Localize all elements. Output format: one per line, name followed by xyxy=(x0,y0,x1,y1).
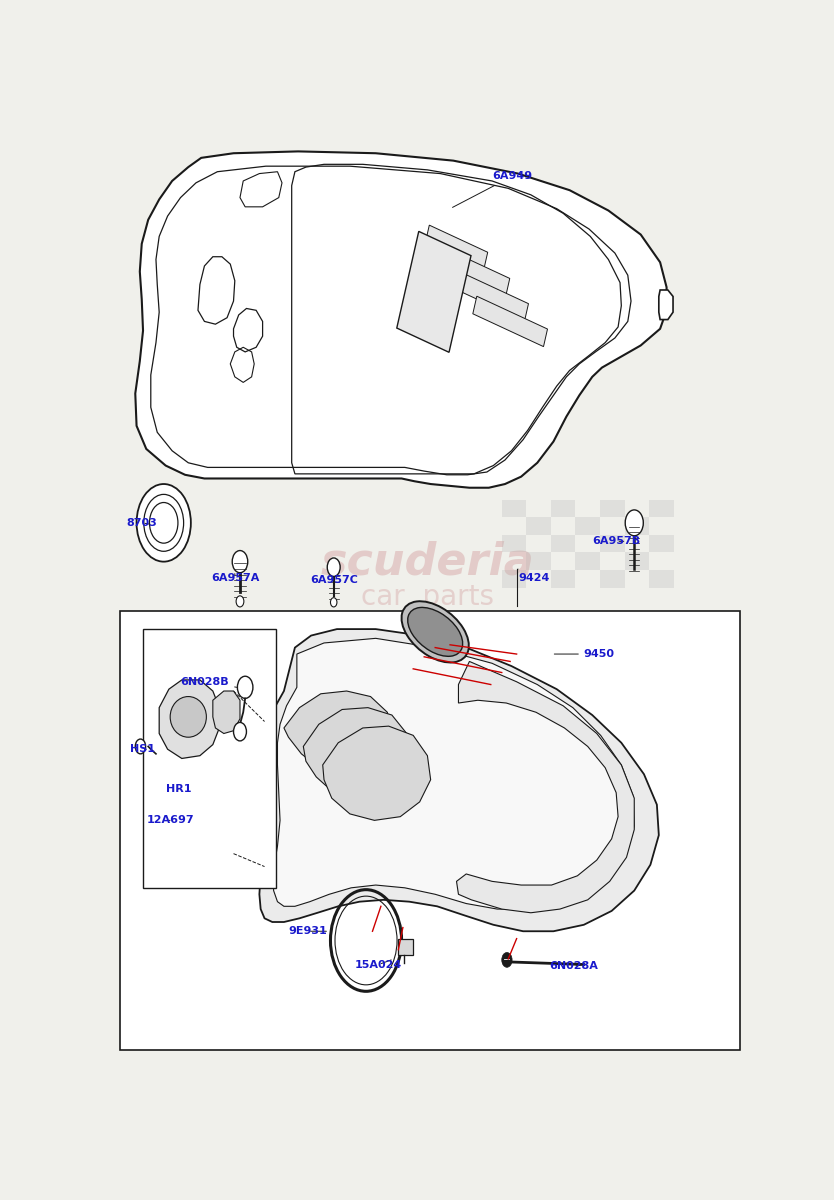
Polygon shape xyxy=(397,232,471,353)
Bar xyxy=(607,1008,633,1045)
Ellipse shape xyxy=(170,696,206,737)
Bar xyxy=(649,499,674,517)
Text: 15A024: 15A024 xyxy=(355,960,402,970)
Bar xyxy=(625,517,649,535)
Text: 6N028A: 6N028A xyxy=(549,961,598,971)
Bar xyxy=(530,971,555,1008)
Bar xyxy=(581,971,607,1008)
Ellipse shape xyxy=(401,601,469,662)
Polygon shape xyxy=(159,680,219,758)
Circle shape xyxy=(330,598,337,607)
Bar xyxy=(143,629,275,888)
Polygon shape xyxy=(304,708,411,798)
Circle shape xyxy=(327,558,340,576)
Circle shape xyxy=(143,494,183,551)
Polygon shape xyxy=(438,247,510,296)
Bar xyxy=(575,552,600,570)
Bar xyxy=(504,934,530,971)
Bar xyxy=(502,570,526,588)
Text: HS1: HS1 xyxy=(130,744,155,755)
Bar xyxy=(649,535,674,552)
Circle shape xyxy=(238,677,253,698)
Bar xyxy=(504,860,530,898)
Bar xyxy=(607,934,633,971)
Bar xyxy=(600,570,625,588)
Polygon shape xyxy=(456,661,634,913)
Bar xyxy=(555,860,581,898)
Bar xyxy=(551,499,575,517)
Bar xyxy=(555,1008,581,1045)
Bar xyxy=(526,552,551,570)
Polygon shape xyxy=(659,290,673,319)
Bar xyxy=(555,934,581,971)
Polygon shape xyxy=(259,629,659,931)
Text: 6A957C: 6A957C xyxy=(309,575,358,586)
Polygon shape xyxy=(213,691,240,733)
Text: 9E931: 9E931 xyxy=(289,926,327,936)
Bar xyxy=(625,552,649,570)
Bar xyxy=(502,535,526,552)
Text: 8703: 8703 xyxy=(127,518,158,528)
Text: HR1: HR1 xyxy=(166,784,191,794)
Bar xyxy=(502,499,526,517)
Text: 6N028B: 6N028B xyxy=(180,677,237,688)
Circle shape xyxy=(234,722,247,740)
Text: car  parts: car parts xyxy=(361,583,494,611)
Text: 6A957B: 6A957B xyxy=(592,536,641,546)
Text: 6A957A: 6A957A xyxy=(211,574,259,583)
Bar xyxy=(526,517,551,535)
Polygon shape xyxy=(284,691,392,773)
Text: 6A949: 6A949 xyxy=(453,172,532,208)
Circle shape xyxy=(135,739,146,754)
Circle shape xyxy=(137,484,191,562)
Bar xyxy=(120,611,740,1050)
Bar xyxy=(551,535,575,552)
Bar xyxy=(575,517,600,535)
Circle shape xyxy=(232,551,248,572)
Polygon shape xyxy=(425,226,488,270)
Text: 9424: 9424 xyxy=(518,569,550,583)
Polygon shape xyxy=(473,296,547,347)
Bar xyxy=(581,898,607,934)
Polygon shape xyxy=(399,938,413,955)
Polygon shape xyxy=(455,271,529,322)
Circle shape xyxy=(626,510,643,535)
Bar xyxy=(551,570,575,588)
Circle shape xyxy=(502,953,512,967)
Bar xyxy=(530,898,555,934)
Bar xyxy=(607,860,633,898)
Circle shape xyxy=(236,596,244,607)
Ellipse shape xyxy=(408,607,463,656)
Bar xyxy=(504,1008,530,1045)
Circle shape xyxy=(149,503,178,544)
Polygon shape xyxy=(274,638,634,910)
Text: scuderia: scuderia xyxy=(320,540,535,583)
Bar xyxy=(600,499,625,517)
Text: 12A697: 12A697 xyxy=(146,815,193,826)
Text: 9450: 9450 xyxy=(555,649,615,659)
Polygon shape xyxy=(135,151,666,487)
Bar xyxy=(600,535,625,552)
Bar xyxy=(649,570,674,588)
Polygon shape xyxy=(323,726,430,821)
